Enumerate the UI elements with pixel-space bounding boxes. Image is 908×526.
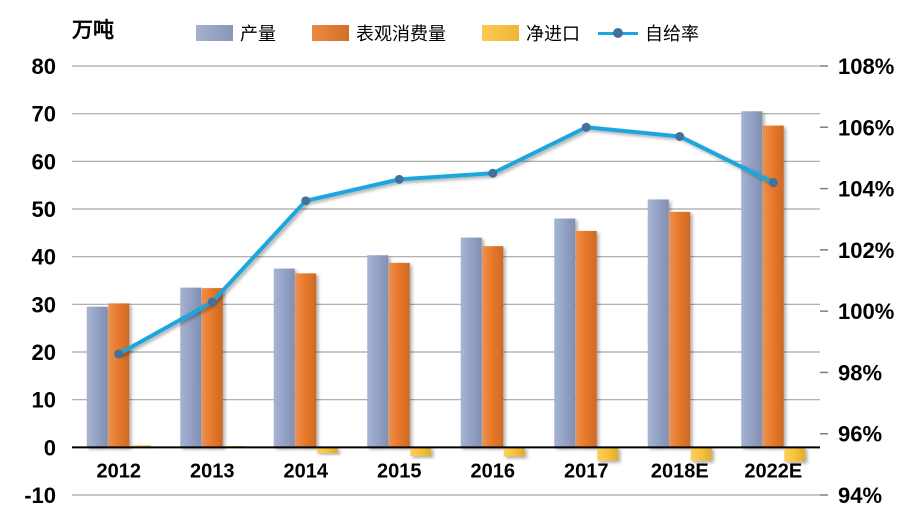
legend-label-self-sufficiency: 自给率 (645, 24, 699, 44)
left-axis-label: 10 (32, 388, 56, 413)
left-axis-label: 50 (32, 197, 56, 222)
x-axis-label-2014: 2014 (284, 460, 329, 482)
line-自给率 (117, 125, 775, 356)
bar-表观消费量-2014 (295, 273, 317, 448)
x-axis-label-2022E: 2022E (744, 460, 802, 482)
legend-item-production: 产量 (196, 22, 276, 44)
line-point-2022E (768, 177, 778, 187)
bar-表观消费量-2016 (482, 246, 504, 448)
bar-产量-2014 (273, 268, 295, 448)
net-import-swatch (482, 25, 519, 41)
x-axis-label-2016: 2016 (471, 460, 516, 482)
bar-净进口-2015 (410, 447, 432, 456)
self-sufficiency-line-marker (598, 25, 638, 41)
line-point-2018E (675, 131, 685, 141)
bar-净进口-2016 (503, 447, 525, 457)
x-axis-label-2013: 2013 (190, 460, 235, 482)
bar-产量-2018E (647, 199, 669, 448)
unit-label: 万吨 (72, 19, 114, 42)
right-axis-label: 94% (838, 483, 882, 508)
x-axis-label-2018E: 2018E (651, 460, 709, 482)
legend-item-self-sufficiency: 自给率 (598, 22, 699, 44)
bar-产量-2016 (460, 237, 482, 448)
x-axis-label-2012: 2012 (97, 460, 142, 482)
legend-item-consumption: 表观消费量 (312, 22, 446, 44)
bar-净进口-2022E (784, 447, 806, 462)
right-axis-label: 102% (838, 238, 894, 263)
bar-表观消费量-2018E (669, 211, 691, 448)
legend-label-production: 产量 (240, 24, 276, 44)
bar-产量-2015 (367, 255, 389, 448)
line-point-2017 (581, 122, 591, 132)
consumption-swatch (312, 25, 349, 41)
bar-产量-2012 (86, 306, 108, 448)
legend-label-consumption: 表观消费量 (356, 24, 446, 44)
bar-表观消费量-2017 (575, 230, 597, 448)
left-axis-label: 20 (32, 340, 56, 365)
bar-净进口-2018E (690, 447, 712, 461)
x-axis-label-2017: 2017 (564, 460, 609, 482)
bar-表观消费量-2022E (762, 125, 784, 448)
bar-净进口-2014 (316, 447, 338, 454)
left-axis-label: -10 (24, 483, 56, 508)
bar-净进口-2017 (597, 447, 619, 461)
left-axis-label: 0 (44, 435, 56, 460)
bar-产量-2017 (554, 218, 576, 448)
left-axis-label: 70 (32, 102, 56, 127)
line-point-2016 (488, 168, 498, 178)
legend: 产量 表观消费量 净进口 自给率 (0, 22, 908, 44)
bar-表观消费量-2015 (388, 262, 410, 448)
legend-label-net-import: 净进口 (526, 24, 580, 44)
bar-产量-2022E (741, 111, 763, 448)
right-axis-label: 96% (838, 422, 882, 447)
bar-表观消费量-2012 (108, 303, 130, 448)
left-axis-label: 30 (32, 292, 56, 317)
right-axis-label: 100% (838, 299, 894, 324)
legend-item-net-import: 净进口 (482, 22, 580, 44)
left-axis-label: 80 (32, 54, 56, 79)
line-point-2014 (301, 196, 311, 206)
right-axis-label: 108% (838, 54, 894, 79)
line-point-2015 (394, 174, 404, 184)
x-axis-label-2015: 2015 (377, 460, 422, 482)
line-point-2012 (114, 349, 124, 359)
left-axis-label: 40 (32, 245, 56, 270)
left-axis-label: 60 (32, 149, 56, 174)
right-axis-label: 104% (838, 177, 894, 202)
right-axis-label: 106% (838, 115, 894, 140)
right-axis-label: 98% (838, 360, 882, 385)
production-swatch (196, 25, 233, 41)
bar-产量-2013 (180, 287, 202, 448)
line-point-2013 (207, 297, 217, 307)
bar-表观消费量-2013 (201, 288, 223, 448)
